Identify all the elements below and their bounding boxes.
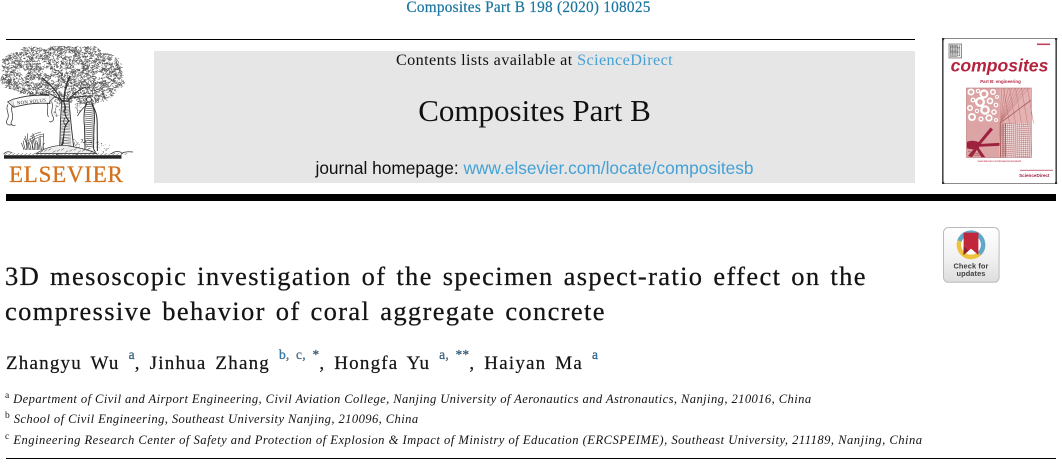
svg-text:composites: composites <box>951 56 1049 76</box>
svg-text:www.elsevier.com/locate/compos: www.elsevier.com/locate/compositesb <box>978 159 1022 163</box>
svg-text:ScienceDirect: ScienceDirect <box>1019 173 1050 178</box>
svg-text:Check for: Check for <box>954 261 989 270</box>
svg-text:Part B: engineering: Part B: engineering <box>980 79 1021 84</box>
svg-text:updates: updates <box>956 269 985 278</box>
svg-text:NON SOLUS: NON SOLUS <box>17 98 47 106</box>
